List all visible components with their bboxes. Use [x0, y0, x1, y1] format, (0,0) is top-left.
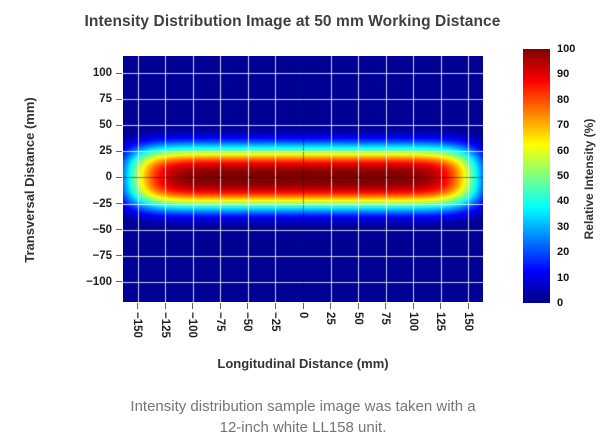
colorbar-tick-label: 50 [557, 170, 570, 182]
x-tick-label: −25 [268, 312, 281, 332]
colorbar-canvas [523, 49, 550, 303]
y-tick-mark [116, 281, 122, 283]
y-tick-label: −75 [92, 249, 112, 262]
x-tick-label: 150 [461, 312, 474, 332]
x-tick-mark [330, 303, 331, 309]
colorbar-tick-label: 60 [557, 144, 570, 157]
colorbar-tick-label: 10 [557, 271, 570, 284]
x-tick-label: 0 [296, 312, 309, 319]
colorbar-tick-label: 100 [557, 43, 576, 55]
x-tick-mark [137, 303, 139, 309]
colorbar-tick-label: 70 [557, 119, 570, 132]
x-tick-mark [385, 303, 387, 309]
y-tick-label: 100 [92, 67, 112, 80]
x-tick-mark [219, 303, 221, 309]
x-tick-mark [164, 303, 166, 309]
y-tick-mark [116, 124, 122, 126]
x-tick-label: −150 [131, 312, 144, 338]
y-tick-mark [116, 98, 122, 100]
colorbar-tick-label: 40 [557, 195, 570, 208]
caption-line-1: Intensity distribution sample image was … [130, 398, 476, 415]
x-tick-mark [357, 303, 359, 309]
x-axis-title: Longitudinal Distance (mm) [217, 356, 389, 371]
x-tick-label: −100 [186, 312, 199, 338]
y-tick-label: −25 [92, 197, 112, 210]
x-tick-label: 25 [324, 312, 336, 325]
x-tick-mark [302, 303, 304, 309]
y-tick-label: 50 [99, 119, 112, 132]
x-tick-mark [274, 303, 276, 309]
y-tick-mark [116, 203, 122, 205]
chart-title: Intensity Distribution Image at 50 mm Wo… [84, 13, 501, 30]
colorbar-tick-label: 30 [557, 220, 570, 233]
x-tick-label: 100 [406, 312, 419, 332]
y-tick-mark [116, 255, 122, 257]
x-tick-label: 75 [379, 312, 392, 325]
y-tick-mark [116, 229, 122, 231]
y-tick-mark [116, 150, 122, 152]
colorbar-tick-label: 90 [557, 68, 570, 81]
y-tick-label: −100 [86, 275, 112, 288]
x-tick-mark [247, 303, 249, 309]
x-tick-label: 50 [351, 312, 364, 325]
heatmap-canvas [123, 56, 483, 302]
x-tick-label: 125 [434, 312, 447, 332]
x-tick-label: −75 [213, 312, 226, 332]
y-tick-label: 75 [99, 93, 112, 106]
y-tick-label: 25 [99, 145, 112, 158]
y-tick-mark [116, 176, 122, 178]
y-axis-title: Transversal Distance (mm) [22, 97, 37, 263]
x-tick-mark [192, 303, 194, 309]
y-tick-mark [116, 72, 122, 74]
x-tick-label: −125 [158, 312, 171, 338]
x-tick-mark [440, 303, 442, 309]
colorbar-tick-label: 20 [557, 246, 570, 259]
y-tick-label: 0 [105, 171, 112, 184]
x-tick-mark [412, 303, 414, 309]
x-tick-label: −50 [241, 312, 254, 332]
caption-line-2: 12-inch white LL158 unit. [219, 419, 387, 436]
y-tick-label: −50 [92, 223, 112, 236]
x-tick-mark [467, 303, 469, 309]
colorbar-tick-label: 80 [557, 93, 570, 106]
colorbar-tick-label: 0 [557, 297, 564, 309]
figure-caption: Intensity distribution sample image was … [0, 396, 606, 438]
